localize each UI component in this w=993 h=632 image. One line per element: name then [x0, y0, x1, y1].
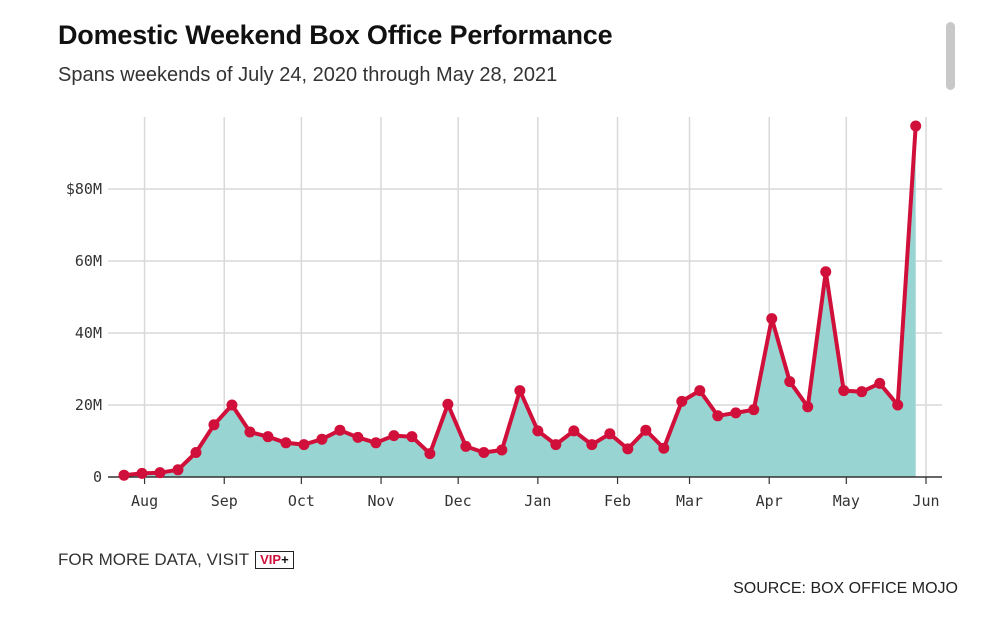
- data-point: [856, 386, 868, 398]
- data-point: [802, 401, 814, 413]
- data-point: [874, 377, 886, 389]
- data-point: [514, 385, 526, 397]
- data-point: [892, 399, 904, 411]
- data-point: [226, 399, 238, 411]
- data-point: [532, 425, 544, 437]
- chart-subtitle: Spans weekends of July 24, 2020 through …: [58, 64, 558, 86]
- data-point: [298, 439, 310, 451]
- vip-plus: +: [281, 552, 289, 567]
- data-point: [784, 376, 796, 388]
- data-point: [820, 266, 832, 278]
- data-point: [460, 440, 472, 452]
- data-point: [172, 464, 184, 476]
- more-data-text: FOR MORE DATA, VISIT: [58, 550, 250, 569]
- data-point: [244, 426, 256, 438]
- y-tick-label: 20M: [75, 396, 102, 414]
- data-point: [622, 443, 634, 455]
- vip-text: VIP: [260, 552, 282, 567]
- y-tick-label: 60M: [75, 252, 102, 270]
- data-point: [262, 431, 274, 443]
- data-point: [838, 385, 850, 397]
- data-point: [316, 433, 328, 445]
- data-point: [658, 442, 670, 454]
- x-tick-label: Mar: [676, 492, 703, 510]
- more-data-note: FOR MORE DATA, VISIT VIP+: [58, 550, 294, 570]
- x-tick-label: Aug: [131, 492, 158, 510]
- data-point: [676, 395, 688, 407]
- data-point: [604, 428, 616, 440]
- data-point: [388, 430, 400, 442]
- data-point: [424, 448, 436, 460]
- scrollbar-thumb[interactable]: [946, 22, 955, 90]
- data-point: [730, 407, 742, 419]
- x-tick-label: Apr: [756, 492, 783, 510]
- data-point: [694, 385, 706, 397]
- y-tick-label: $80M: [66, 180, 102, 198]
- y-tick-label: 40M: [75, 324, 102, 342]
- area-layer: [123, 125, 918, 478]
- data-point: [640, 424, 652, 436]
- data-point: [568, 425, 580, 437]
- data-point: [280, 437, 292, 449]
- data-point: [136, 467, 148, 479]
- data-point: [352, 431, 364, 443]
- vip-plus-link[interactable]: VIP+: [255, 551, 294, 569]
- data-point: [334, 424, 346, 436]
- data-point: [190, 447, 202, 459]
- x-tick-label: Jan: [524, 492, 551, 510]
- data-point: [496, 444, 508, 456]
- data-points: [118, 120, 922, 481]
- x-tick-label: Nov: [368, 492, 395, 510]
- data-point: [910, 120, 922, 132]
- chart-title: Domestic Weekend Box Office Performance: [58, 20, 613, 50]
- x-tick-label: Feb: [604, 492, 631, 510]
- data-point: [406, 431, 418, 443]
- x-tick-label: May: [833, 492, 860, 510]
- data-point: [118, 469, 130, 481]
- data-point: [208, 419, 220, 431]
- x-tick-label: Dec: [445, 492, 472, 510]
- x-tick-label: Oct: [288, 492, 315, 510]
- axes: 0 20M 40M 60M $80M Aug Sep Oct Nov Dec Jan Feb Mar Ap…: [66, 180, 942, 510]
- data-point: [586, 439, 598, 451]
- data-point: [154, 467, 166, 479]
- data-point: [748, 404, 760, 416]
- data-point: [442, 398, 454, 410]
- x-tick-label: Jun: [912, 492, 939, 510]
- source-credit: SOURCE: BOX OFFICE MOJO: [733, 580, 958, 597]
- x-tick-label: Sep: [211, 492, 238, 510]
- data-point: [766, 313, 778, 325]
- data-point: [712, 410, 724, 422]
- data-point: [478, 447, 490, 459]
- data-point: [370, 437, 382, 449]
- data-point: [550, 439, 562, 451]
- y-tick-label: 0: [93, 468, 102, 486]
